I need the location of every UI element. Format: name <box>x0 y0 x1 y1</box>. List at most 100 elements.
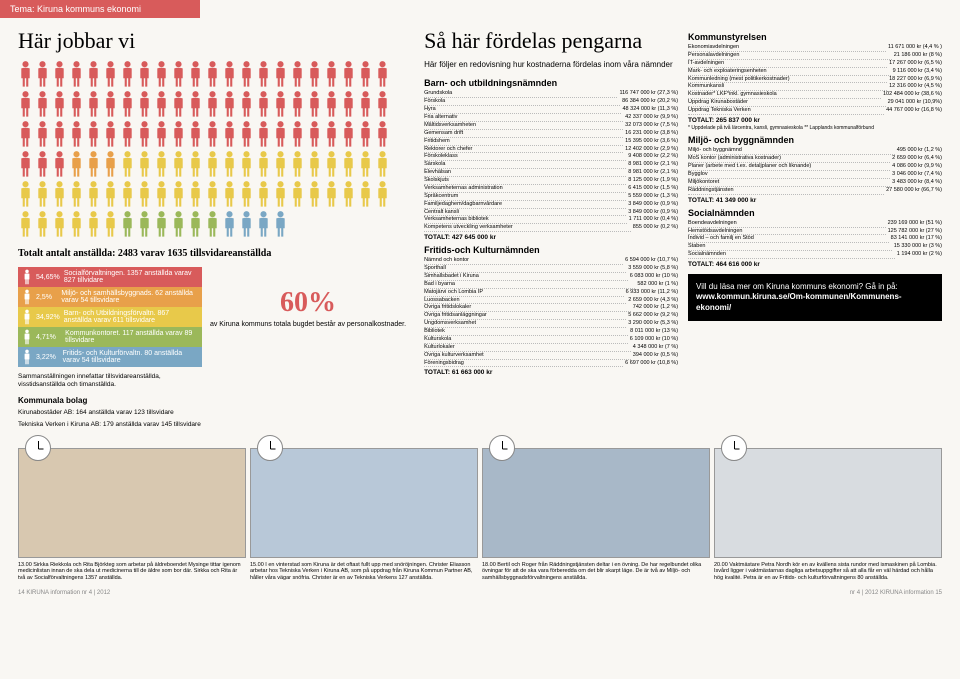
person-icon <box>35 180 50 208</box>
read-more-link[interactable]: www.kommun.kiruna.se/Om-kommunen/Kommune… <box>696 292 934 313</box>
person-icon <box>273 210 288 238</box>
budget-row: Övriga kulturverksamhet394 000 kr (0,5 %… <box>424 352 678 360</box>
budget-list: Ekonomiavdelningen11 671 000 kr (4,4 % )… <box>688 44 942 115</box>
dept-row: 54,65%Socialförvaltningen. 1357 anställd… <box>18 267 202 287</box>
person-icon <box>120 210 135 238</box>
person-icon <box>18 60 33 88</box>
person-icon <box>358 150 373 178</box>
budget-row: Elevhälsan8 981 000 kr (2,1 %) <box>424 169 678 177</box>
clock-icon <box>257 435 283 461</box>
clock-icon <box>25 435 51 461</box>
right-column: Så här fördelas pengarna Här följer en r… <box>424 28 942 430</box>
person-icon <box>256 120 271 148</box>
photo-placeholder <box>18 448 246 558</box>
person-icon <box>256 150 271 178</box>
person-icon <box>52 60 67 88</box>
person-icon <box>86 150 101 178</box>
person-icon <box>52 120 67 148</box>
person-icon <box>256 210 271 238</box>
left-title: Här jobbar vi <box>18 28 406 54</box>
person-icon <box>69 120 84 148</box>
person-icon <box>375 120 390 148</box>
people-infographic <box>18 60 406 238</box>
budget-row: Fria alternativ42 337 000 kr (9,9 %) <box>424 114 678 122</box>
person-icon <box>341 120 356 148</box>
photo-block: 18.00 Bertil och Roger från Räddningstjä… <box>482 448 710 582</box>
person-icon <box>188 180 203 208</box>
person-icon <box>205 150 220 178</box>
budget-section-title: Kommunstyrelsen <box>688 32 942 42</box>
budget-row: Rektorer och chefer12 402 000 kr (2,9 %) <box>424 146 678 154</box>
person-icon <box>273 150 288 178</box>
budget-section-title: Miljö- och byggnämnden <box>688 135 942 145</box>
photo-caption: 18.00 Bertil och Roger från Räddningstjä… <box>482 562 710 582</box>
budget-row: Kulturskola6 109 000 kr (10 %) <box>424 336 678 344</box>
person-icon <box>358 120 373 148</box>
person-icon <box>375 60 390 88</box>
budget-row: Förskola86 384 000 kr (20,2 %) <box>424 98 678 106</box>
sixty-number: 60% <box>210 287 406 319</box>
person-icon <box>171 150 186 178</box>
person-icon <box>222 150 237 178</box>
right-subtitle: Här följer en redovisning hur kostnadern… <box>424 60 678 70</box>
person-icon <box>86 60 101 88</box>
person-icon <box>273 120 288 148</box>
person-icon <box>137 90 152 118</box>
tema-bar: Tema: Kiruna kommuns ekonomi <box>0 0 200 18</box>
person-icon <box>69 210 84 238</box>
person-icon <box>154 150 169 178</box>
budget-row: Miljökontoret3 483 000 kr (8,4 %) <box>688 179 942 187</box>
person-icon <box>18 150 33 178</box>
budget-row: Övriga fritidslokaler742 000 kr (1,2 %) <box>424 304 678 312</box>
person-icon <box>222 90 237 118</box>
person-icon <box>375 180 390 208</box>
budget-row: Simhallsbadet i Kiruna6 083 000 kr (10 %… <box>424 273 678 281</box>
footer-right: nr 4 | 2012 KIRUNA information 15 <box>850 590 942 596</box>
budget-row: Räddningstjänsten27 580 000 kr (66,7 %) <box>688 187 942 195</box>
budget-total: TOTALT: 464 616 000 kr <box>688 261 942 268</box>
person-icon <box>239 150 254 178</box>
total-employees: Totalt antalt anställda: 2483 varav 1635… <box>18 248 406 259</box>
person-icon <box>69 60 84 88</box>
person-icon <box>290 180 305 208</box>
bolag-1: Kirunabostäder AB: 164 anställda varav 1… <box>18 409 202 417</box>
person-icon <box>103 210 118 238</box>
person-icon <box>86 210 101 238</box>
dept-row: 4,71%Kommunkontoret. 117 anställda varav… <box>18 327 202 347</box>
person-icon <box>103 90 118 118</box>
photo-caption: 13.00 Sirkka Riekkola och Rita Björkteg … <box>18 562 246 582</box>
person-icon <box>324 90 339 118</box>
person-icon <box>358 180 373 208</box>
budget-row: Miljö- och byggnämnd495 000 kr (1,2 %) <box>688 147 942 155</box>
person-icon <box>324 180 339 208</box>
person-icon <box>290 150 305 178</box>
person-icon <box>307 60 322 88</box>
read-more-box: Vill du läsa mer om Kiruna kommuns ekono… <box>688 274 942 321</box>
person-icon <box>188 90 203 118</box>
budget-row: Centralt kansli3 849 000 kr (0,9 %) <box>424 209 678 217</box>
person-icon <box>120 150 135 178</box>
person-icon <box>239 120 254 148</box>
budget-row: Föreningsbidrag6 697 000 kr (10,8 %) <box>424 360 678 368</box>
budget-section-title: Socialnämnden <box>688 208 942 218</box>
budget-row: Planer (arbete med t.ex. detaljplaner oc… <box>688 163 942 171</box>
magazine-spread: Tema: Kiruna kommuns ekonomi Här jobbar … <box>0 0 960 679</box>
bolag-title: Kommunala bolag <box>18 396 202 405</box>
person-icon <box>52 150 67 178</box>
person-icon <box>205 120 220 148</box>
person-icon <box>256 180 271 208</box>
person-icon <box>137 120 152 148</box>
photo-placeholder <box>250 448 478 558</box>
budget-row: Staben15 330 000 kr (3 %) <box>688 243 942 251</box>
person-icon <box>222 210 237 238</box>
department-breakdown: 54,65%Socialförvaltningen. 1357 anställd… <box>18 267 202 367</box>
person-icon <box>205 180 220 208</box>
person-icon <box>35 150 50 178</box>
budget-row: Personalavdelningen21 186 000 kr (8 %) <box>688 52 942 60</box>
photo-block: 20.00 Vaktmästare Petra Nordh kör en av … <box>714 448 942 582</box>
person-icon <box>188 150 203 178</box>
person-icon <box>120 120 135 148</box>
person-icon <box>273 180 288 208</box>
person-icon <box>35 120 50 148</box>
person-icon <box>52 180 67 208</box>
